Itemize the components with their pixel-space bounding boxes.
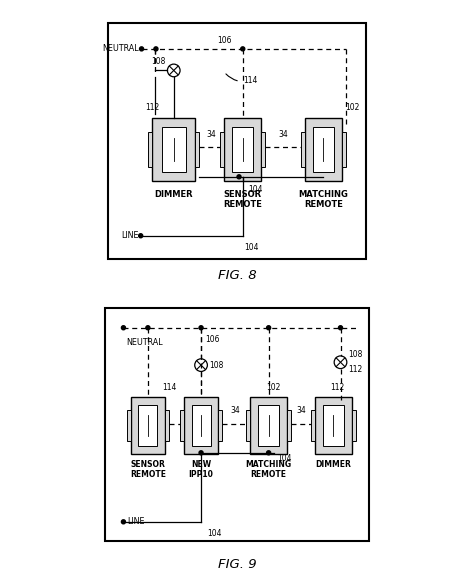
- Text: 104: 104: [244, 243, 259, 252]
- Text: FIG. 9: FIG. 9: [218, 558, 256, 570]
- Text: NEW
IPP10: NEW IPP10: [189, 460, 213, 480]
- Circle shape: [266, 325, 271, 329]
- Circle shape: [139, 47, 144, 51]
- Bar: [152, 118, 195, 181]
- Text: 34: 34: [278, 131, 288, 139]
- Text: LINE: LINE: [128, 518, 145, 526]
- Bar: [184, 397, 219, 454]
- Bar: [220, 132, 224, 167]
- Text: 108: 108: [209, 361, 223, 370]
- Bar: [313, 128, 334, 172]
- Bar: [219, 409, 222, 442]
- Circle shape: [121, 520, 126, 524]
- Bar: [250, 397, 287, 454]
- Text: SENSOR
REMOTE: SENSOR REMOTE: [130, 460, 166, 480]
- Bar: [105, 308, 369, 540]
- Bar: [162, 128, 186, 172]
- Text: 112: 112: [348, 365, 363, 374]
- Bar: [315, 397, 352, 454]
- Bar: [262, 132, 265, 167]
- Text: DIMMER: DIMMER: [315, 460, 351, 469]
- Text: MATCHING
REMOTE: MATCHING REMOTE: [298, 190, 348, 209]
- Bar: [138, 405, 157, 446]
- Bar: [165, 409, 169, 442]
- Text: 114: 114: [162, 384, 177, 392]
- Text: 108: 108: [151, 57, 165, 66]
- Circle shape: [139, 233, 143, 238]
- Bar: [342, 132, 346, 167]
- Bar: [224, 118, 262, 181]
- Text: LINE: LINE: [122, 231, 139, 240]
- Text: FIG. 8: FIG. 8: [218, 269, 256, 282]
- Circle shape: [199, 451, 203, 455]
- Text: NEUTRAL: NEUTRAL: [126, 338, 163, 347]
- Text: 34: 34: [206, 131, 216, 139]
- Circle shape: [121, 325, 126, 329]
- Bar: [287, 409, 291, 442]
- Text: 106: 106: [217, 36, 231, 45]
- Bar: [311, 409, 315, 442]
- Bar: [131, 397, 165, 454]
- Circle shape: [146, 325, 150, 329]
- Text: 34: 34: [297, 407, 307, 415]
- Text: NEUTRAL: NEUTRAL: [103, 44, 139, 53]
- Text: 104: 104: [277, 454, 292, 463]
- Bar: [258, 405, 279, 446]
- Text: 114: 114: [226, 74, 257, 85]
- Circle shape: [237, 175, 241, 179]
- Bar: [195, 132, 199, 167]
- Text: 112: 112: [330, 384, 345, 392]
- Text: 106: 106: [205, 335, 220, 344]
- Bar: [108, 23, 366, 259]
- Text: MATCHING
REMOTE: MATCHING REMOTE: [246, 460, 292, 480]
- Bar: [127, 409, 131, 442]
- Bar: [180, 409, 184, 442]
- Circle shape: [199, 325, 203, 329]
- Bar: [148, 132, 152, 167]
- Text: 102: 102: [345, 103, 359, 112]
- Text: 108: 108: [348, 350, 363, 359]
- Bar: [301, 132, 305, 167]
- Bar: [246, 409, 250, 442]
- Bar: [323, 405, 344, 446]
- Text: 102: 102: [266, 384, 280, 392]
- Text: 104: 104: [248, 185, 263, 194]
- Text: 112: 112: [145, 103, 159, 112]
- Bar: [191, 405, 210, 446]
- Bar: [232, 128, 253, 172]
- Bar: [305, 118, 342, 181]
- Circle shape: [266, 451, 271, 455]
- Circle shape: [154, 47, 158, 51]
- Circle shape: [241, 47, 245, 51]
- Text: SENSOR
REMOTE: SENSOR REMOTE: [223, 190, 262, 209]
- Text: DIMMER: DIMMER: [155, 190, 193, 199]
- Text: 34: 34: [231, 407, 240, 415]
- Bar: [352, 409, 356, 442]
- Text: 104: 104: [207, 529, 221, 538]
- Circle shape: [338, 325, 343, 329]
